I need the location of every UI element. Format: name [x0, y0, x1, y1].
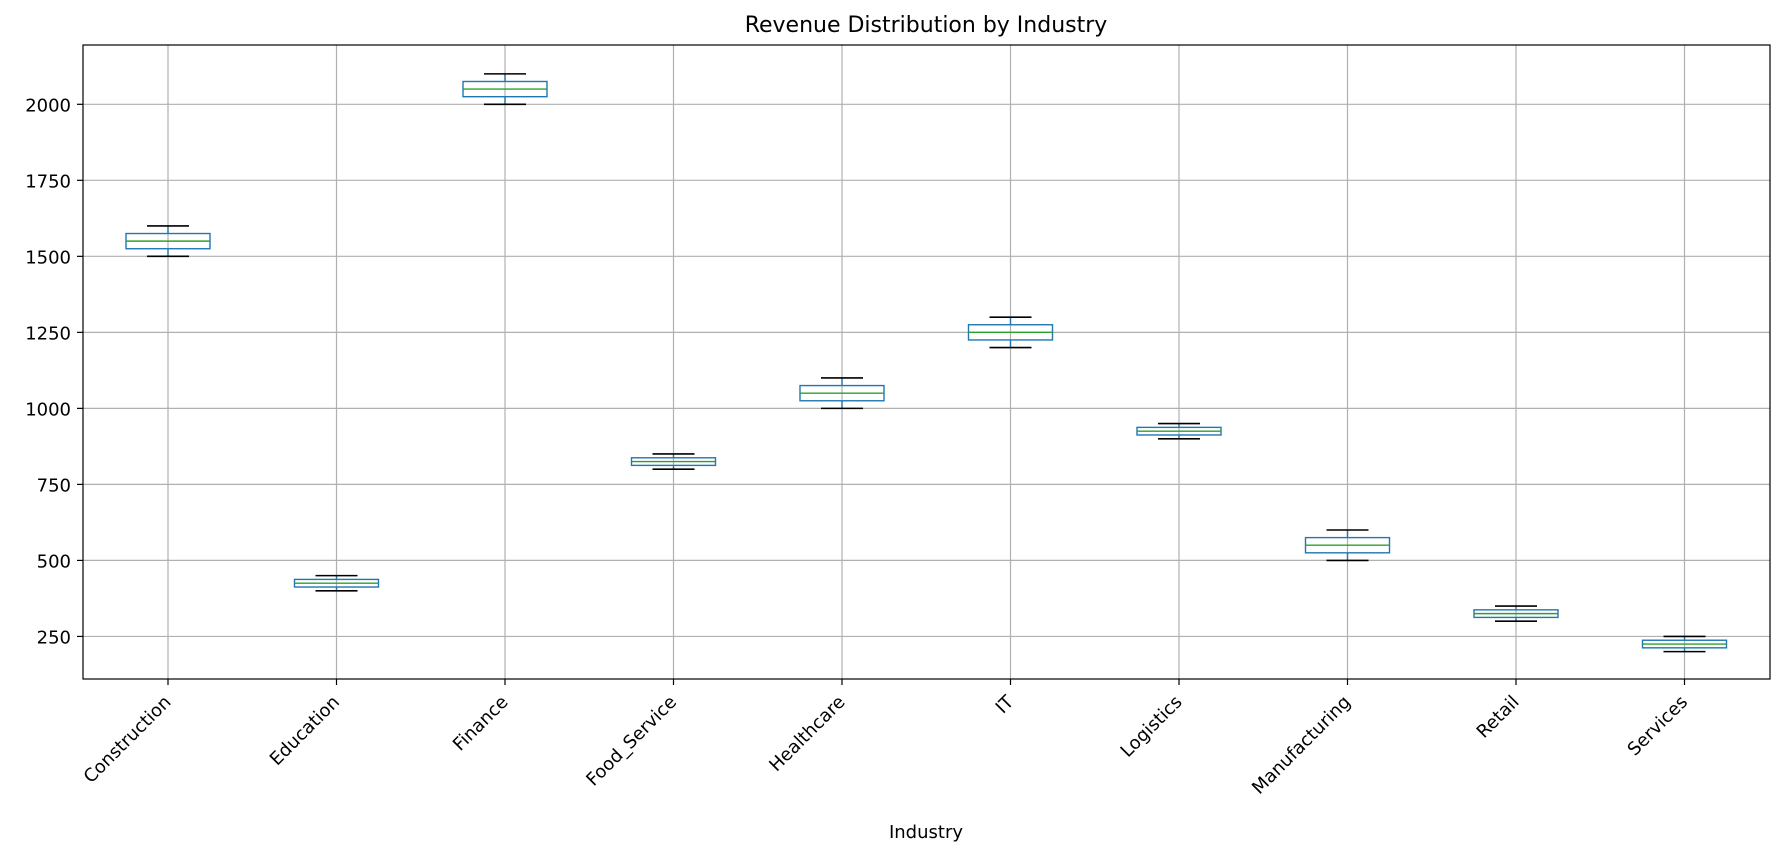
plot-frame: [82, 44, 1771, 680]
box-plots: [125, 73, 1728, 653]
x-axis-label: Industry: [889, 822, 963, 843]
x-tick-label: Construction: [80, 692, 176, 788]
x-axis: Construction Education Finance Food_Service…: [80, 679, 1692, 799]
box-plot-logistics: [1136, 422, 1222, 440]
y-tick-label: 1250: [25, 323, 71, 344]
y-tick-label: 250: [37, 627, 71, 648]
y-tick-label: 2000: [25, 95, 71, 116]
box-plot-services: [1641, 635, 1728, 653]
grid: [83, 45, 1770, 679]
box-plot-healthcare: [799, 377, 885, 410]
y-tick-label: 1500: [25, 247, 71, 268]
y-tick-label: 1750: [25, 171, 71, 192]
x-tick-label: Manufacturing: [1248, 692, 1355, 799]
x-tick-label: Services: [1624, 692, 1693, 761]
chart-title: Revenue Distribution by Industry: [745, 13, 1108, 38]
x-tick-label: Retail: [1473, 692, 1524, 743]
y-tick-label: 750: [37, 475, 71, 496]
x-tick-label: Finance: [449, 692, 513, 756]
y-tick-label: 500: [37, 551, 71, 572]
x-tick-label: Education: [266, 692, 344, 770]
box-plot-construction: [125, 225, 211, 258]
x-tick-label: Logistics: [1117, 692, 1187, 762]
x-tick-label: Food_Service: [582, 692, 681, 791]
y-tick-label: 1000: [25, 399, 71, 420]
box-plot-retail: [1473, 605, 1559, 623]
box-plot-it: [967, 316, 1054, 349]
x-tick-label: Healthcare: [765, 692, 849, 776]
box-plot-food-service: [630, 453, 717, 470]
y-axis: 250 500 750 1000 1250 1500 1750 2000: [25, 95, 83, 648]
box-plot-manufacturing: [1304, 529, 1391, 562]
x-tick-label: IT: [992, 691, 1019, 718]
box-plot-finance: [462, 73, 548, 106]
box-plot-education: [293, 574, 380, 592]
